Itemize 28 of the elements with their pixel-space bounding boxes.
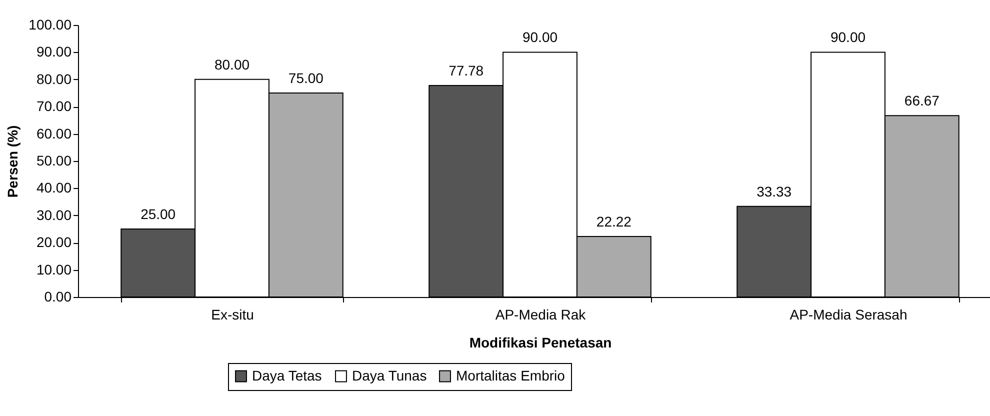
y-tick-label: 50.00 [36, 152, 72, 168]
y-tick-label: 80.00 [36, 70, 72, 87]
legend-label: Daya Tunas [352, 367, 427, 384]
data-label: 75.00 [288, 70, 324, 86]
x-tick-label: AP-Media Serasah [790, 306, 908, 322]
data-label: 90.00 [522, 29, 558, 46]
data-label: 33.33 [756, 183, 792, 200]
data-label: 90.00 [830, 29, 866, 46]
y-tick-label: 60.00 [36, 125, 72, 142]
x-axis-title: Modifikasi Penetasan [469, 334, 612, 350]
data-label: 25.00 [140, 206, 176, 222]
y-tick-label: 40.00 [36, 180, 72, 196]
y-tick-label: 90.00 [36, 44, 72, 60]
data-label: 77.78 [448, 62, 484, 78]
data-label: 80.00 [214, 56, 250, 72]
y-axis-title: Persen (%) [4, 125, 21, 198]
legend-label: Daya Tetas [252, 367, 322, 384]
data-label: 66.67 [904, 92, 940, 109]
y-tick-label: 70.00 [36, 98, 72, 114]
x-tick-label: Ex-situ [211, 306, 254, 322]
data-label: 22.22 [596, 214, 632, 230]
x-tick-label: AP-Media Rak [495, 306, 587, 322]
y-tick-label: 30.00 [36, 206, 72, 223]
y-tick-label: 10.00 [36, 261, 72, 278]
y-tick-label: 20.00 [36, 234, 72, 250]
y-tick-label: 100.00 [28, 16, 72, 32]
legend-label: Mortalitas Embrio [456, 367, 566, 384]
y-tick-label: 0.00 [44, 288, 72, 304]
